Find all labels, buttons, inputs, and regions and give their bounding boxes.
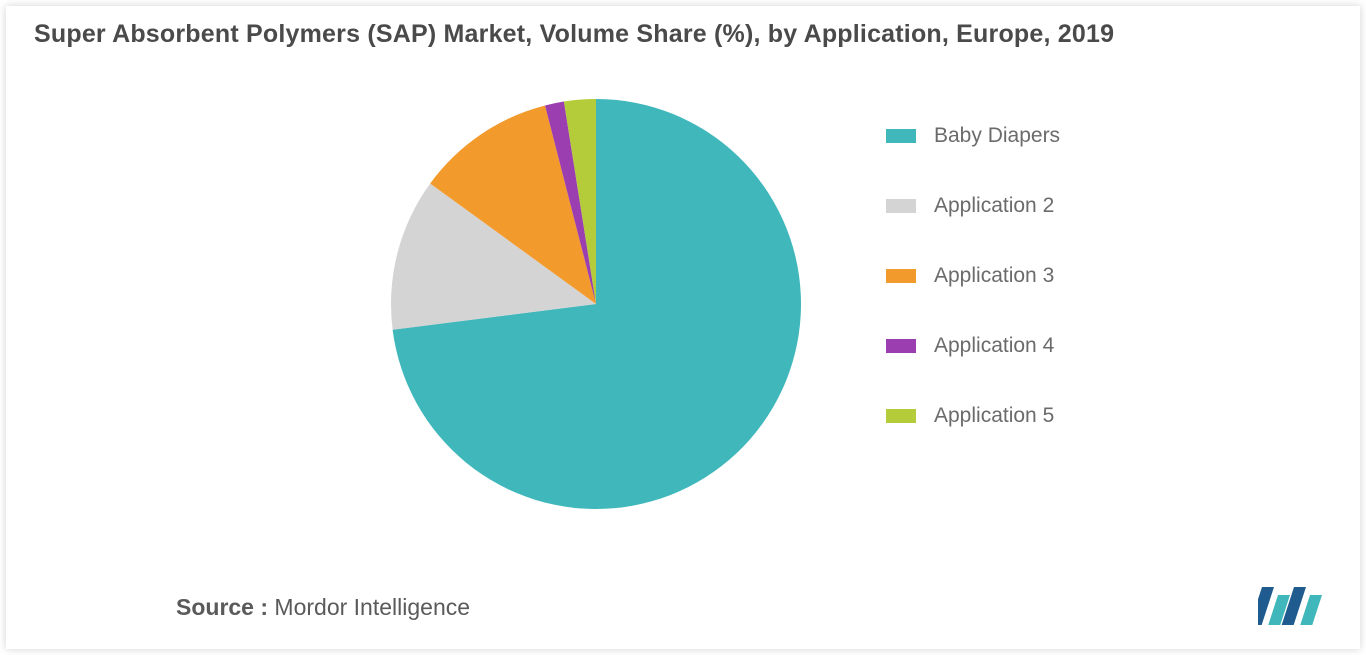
legend-item: Application 3 xyxy=(886,264,1060,288)
brand-logo xyxy=(1258,583,1324,625)
chart-title: Super Absorbent Polymers (SAP) Market, V… xyxy=(34,20,1332,49)
legend: Baby Diapers Application 2 Application 3 Ap… xyxy=(886,124,1060,474)
legend-swatch xyxy=(886,199,916,213)
legend-swatch xyxy=(886,129,916,143)
source-label: Source : xyxy=(176,594,268,620)
legend-item: Baby Diapers xyxy=(886,124,1060,148)
source-footer: Source : Mordor Intelligence xyxy=(176,594,470,621)
legend-swatch xyxy=(886,339,916,353)
legend-swatch xyxy=(886,409,916,423)
pie-chart xyxy=(386,94,806,514)
source-value: Mordor Intelligence xyxy=(274,594,470,620)
legend-item: Application 2 xyxy=(886,194,1060,218)
logo-bar xyxy=(1300,595,1322,625)
legend-label: Application 2 xyxy=(934,194,1054,218)
chart-area: Baby Diapers Application 2 Application 3 Ap… xyxy=(6,84,1360,564)
legend-item: Application 5 xyxy=(886,404,1060,428)
legend-label: Baby Diapers xyxy=(934,124,1060,148)
legend-item: Application 4 xyxy=(886,334,1060,358)
legend-swatch xyxy=(886,269,916,283)
legend-label: Application 3 xyxy=(934,264,1054,288)
legend-label: Application 4 xyxy=(934,334,1054,358)
legend-label: Application 5 xyxy=(934,404,1054,428)
chart-card: Super Absorbent Polymers (SAP) Market, V… xyxy=(6,6,1360,649)
